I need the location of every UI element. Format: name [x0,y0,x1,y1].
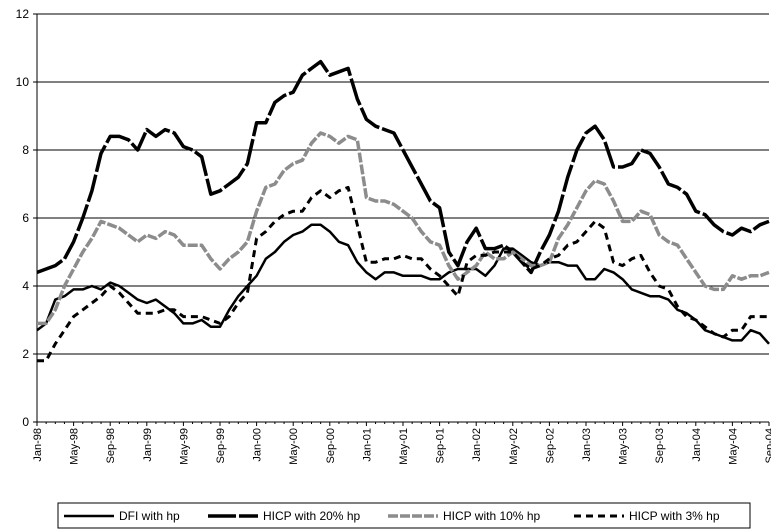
x-tick-label: Sep-99 [215,428,227,463]
x-tick-label: Sep-03 [654,428,666,463]
x-tick-label: May-04 [727,428,739,465]
x-tick-label: Jan-99 [142,428,154,462]
x-tick-label: Jan-03 [581,428,593,462]
x-tick-label: Sep-04 [764,428,771,463]
legend-label: HICP with 3% hp [629,509,720,523]
x-tick-label: Jan-01 [361,428,373,462]
x-tick-label: May-03 [618,428,630,465]
y-tick-label: 4 [22,279,29,293]
legend-label: HICP with 20% hp [263,509,360,523]
series-line [36,59,770,275]
x-tick-label: Jan-02 [471,428,483,462]
x-tick-label: Sep-00 [325,428,337,463]
y-tick-label: 10 [16,75,30,89]
y-tick-label: 6 [22,211,29,225]
x-tick-label: Sep-98 [105,428,117,463]
legend-label: DFI with hp [119,509,180,523]
y-tick-label: 2 [22,347,29,361]
x-tick-label: Jan-98 [32,428,44,462]
x-tick-label: May-99 [178,428,190,465]
x-tick-label: May-98 [69,428,81,465]
series-line [36,223,770,345]
x-tick-label: Sep-01 [435,428,447,463]
series-line [37,131,770,326]
y-tick-label: 0 [22,415,29,429]
x-tick-label: Sep-02 [544,428,556,463]
x-tick-label: May-00 [288,428,300,465]
x-tick-label: May-01 [398,428,410,465]
x-tick-label: May-02 [508,428,520,465]
y-tick-label: 12 [16,7,30,21]
x-tick-label: Jan-00 [252,428,264,462]
x-tick-label: Jan-04 [691,428,703,462]
y-tick-label: 8 [22,143,29,157]
legend-label: HICP with 10% hp [443,509,540,523]
series-line [37,185,769,363]
